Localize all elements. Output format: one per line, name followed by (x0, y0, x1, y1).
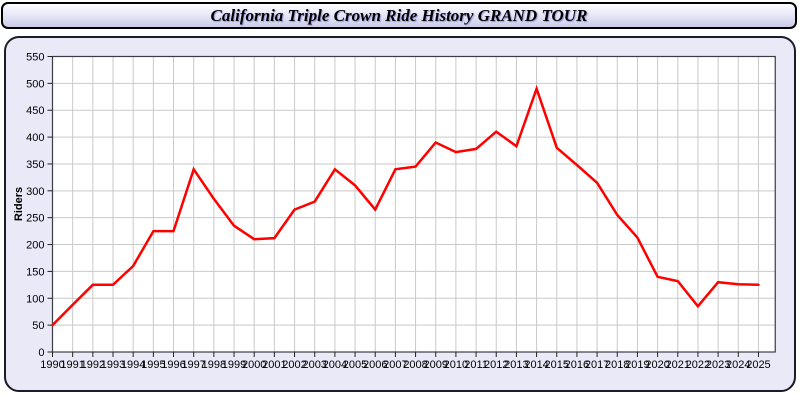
svg-text:2024: 2024 (726, 359, 750, 371)
svg-text:250: 250 (26, 213, 44, 225)
plot-frame (51, 55, 776, 353)
svg-text:2018: 2018 (605, 359, 629, 371)
svg-text:500: 500 (26, 78, 44, 90)
svg-text:2023: 2023 (706, 359, 730, 371)
svg-text:2021: 2021 (666, 359, 690, 371)
svg-text:0: 0 (38, 347, 44, 359)
svg-text:2003: 2003 (302, 359, 326, 371)
svg-text:1997: 1997 (181, 359, 205, 371)
svg-text:1990: 1990 (40, 359, 64, 371)
svg-text:1992: 1992 (81, 359, 105, 371)
svg-text:2015: 2015 (545, 359, 569, 371)
y-axis-labels: 0 50 100 150 200 250 300 350 400 450 500 550 (26, 52, 44, 360)
svg-text:2022: 2022 (686, 359, 710, 371)
svg-text:2011: 2011 (464, 359, 488, 371)
svg-text:2008: 2008 (403, 359, 427, 371)
svg-text:1996: 1996 (161, 359, 185, 371)
svg-text:2010: 2010 (444, 359, 468, 371)
svg-text:2017: 2017 (585, 359, 609, 371)
svg-text:2002: 2002 (282, 359, 306, 371)
svg-text:1995: 1995 (141, 359, 165, 371)
page-title: California Triple Crown Ride History GRA… (210, 5, 588, 25)
svg-text:2020: 2020 (645, 359, 669, 371)
svg-text:2013: 2013 (504, 359, 528, 371)
x-axis-labels: 1990199119921993199419951996199719981999… (40, 359, 770, 371)
svg-text:2012: 2012 (484, 359, 508, 371)
svg-text:2005: 2005 (343, 359, 367, 371)
plot-area (52, 56, 776, 352)
svg-text:150: 150 (26, 266, 44, 278)
svg-text:2001: 2001 (262, 359, 286, 371)
axis-ticks (47, 56, 759, 357)
svg-text:200: 200 (26, 240, 44, 252)
svg-text:1994: 1994 (121, 359, 145, 371)
svg-text:2007: 2007 (383, 359, 407, 371)
title-bar: California Triple Crown Ride History GRA… (1, 2, 797, 29)
svg-text:400: 400 (26, 132, 44, 144)
svg-text:2025: 2025 (746, 359, 770, 371)
svg-text:1998: 1998 (202, 359, 226, 371)
riders-series-line (51, 84, 760, 327)
svg-text:300: 300 (26, 186, 44, 198)
gridlines (52, 56, 776, 352)
svg-text:2019: 2019 (625, 359, 649, 371)
svg-text:1991: 1991 (60, 359, 84, 371)
svg-text:2016: 2016 (565, 359, 589, 371)
svg-text:50: 50 (32, 320, 44, 332)
svg-text:2000: 2000 (242, 359, 266, 371)
svg-text:350: 350 (26, 159, 44, 171)
svg-text:550: 550 (26, 52, 44, 64)
svg-text:2014: 2014 (524, 359, 548, 371)
svg-text:450: 450 (26, 105, 44, 117)
svg-text:2006: 2006 (363, 359, 387, 371)
svg-text:100: 100 (26, 293, 44, 305)
svg-text:1999: 1999 (222, 359, 246, 371)
svg-text:2009: 2009 (423, 359, 447, 371)
svg-text:1993: 1993 (101, 359, 125, 371)
svg-text:2004: 2004 (323, 359, 347, 371)
